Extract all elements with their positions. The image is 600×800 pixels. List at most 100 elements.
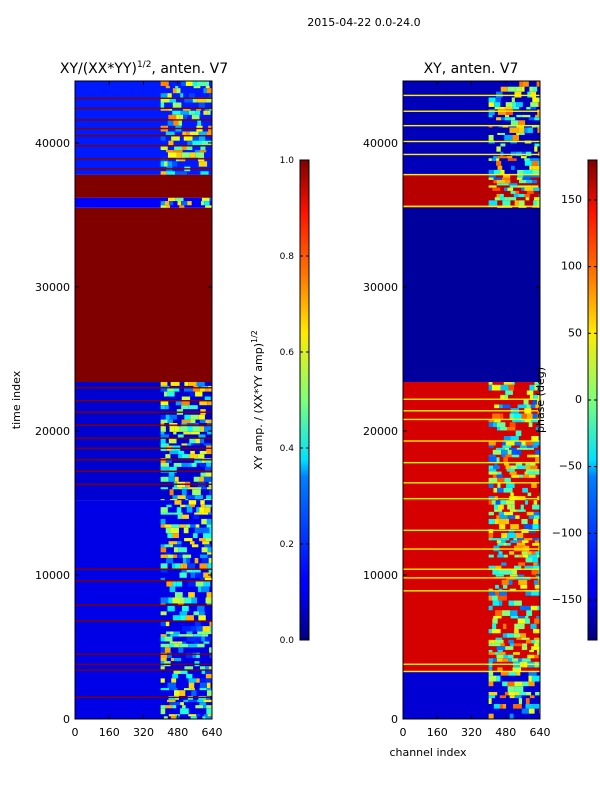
- heatmap-cell: [208, 666, 212, 670]
- heatmap-cell: [160, 102, 165, 109]
- heatmap-cell: [534, 146, 538, 152]
- heatmap-cell: [518, 200, 525, 206]
- heatmap-cell: [205, 205, 212, 208]
- heatmap-cell: [501, 579, 509, 585]
- heatmap-cell: [160, 636, 165, 642]
- heatmap-cell: [524, 419, 531, 423]
- heatmap-cell: [201, 636, 205, 642]
- heatmap-cell: [206, 495, 212, 500]
- heatmap-cell: [497, 419, 501, 423]
- heatmap-cell: [160, 157, 169, 162]
- heatmap-cell: [502, 177, 511, 180]
- heatmap-cell: [186, 631, 193, 635]
- heatmap-cell: [516, 465, 526, 470]
- heatmap-cell: [180, 708, 189, 715]
- heatmap-cell: [508, 671, 517, 676]
- heatmap-cell: [492, 413, 501, 420]
- heatmap-cell: [503, 542, 507, 546]
- heatmap-cell: [525, 615, 529, 619]
- heatmap-cell: [535, 574, 540, 577]
- heatmap-cell: [534, 117, 540, 121]
- heatmap-cell: [508, 183, 518, 186]
- heatmap-cell: [184, 666, 194, 670]
- heatmap-cell: [523, 524, 533, 530]
- heatmap-cell: [185, 81, 193, 86]
- heatmap-cell: [518, 615, 526, 619]
- heatmap-cell: [207, 603, 212, 606]
- heatmap-cell: [495, 500, 501, 505]
- heatmap-cell: [509, 127, 519, 133]
- heatmap-cell: [512, 652, 520, 655]
- heatmap-cell: [173, 631, 180, 635]
- ytick-label: 40000: [35, 137, 70, 150]
- heatmap-cell: [537, 538, 540, 541]
- heatmap-cell: [204, 577, 212, 582]
- heatmap-cell: [201, 458, 205, 463]
- heatmap-cell: [207, 547, 212, 553]
- heatmap-cell: [534, 540, 539, 543]
- heatmap-cell: [493, 504, 498, 510]
- heatmap-cell: [172, 102, 182, 109]
- heatmap-cell: [507, 654, 514, 659]
- heatmap-cell: [488, 134, 494, 141]
- heatmap-cell: [504, 691, 509, 696]
- heatmap-cell: [180, 171, 187, 175]
- heatmap-cell: [517, 169, 524, 175]
- heatmap-cell: [529, 86, 534, 92]
- heatmap-cell: [527, 91, 531, 98]
- heatmap-cell: [203, 533, 212, 539]
- heatmap-cell: [526, 404, 531, 409]
- heatmap-cell: [175, 563, 181, 569]
- heatmap-cell: [171, 135, 180, 141]
- heatmap-cell: [488, 511, 494, 516]
- heatmap-cell: [507, 686, 515, 692]
- heatmap-cell: [496, 515, 500, 519]
- heatmap-cell: [191, 544, 199, 548]
- heatmap-cell: [160, 145, 168, 151]
- heatmap-cell: [493, 169, 501, 175]
- heatmap-cell: [516, 637, 522, 640]
- heatmap-cell: [493, 177, 503, 180]
- heatmap-cell: [494, 197, 501, 201]
- heatmap-cell: [502, 441, 506, 446]
- heatmap-cell: [160, 705, 166, 709]
- heatmap-cell: [498, 551, 503, 555]
- heatmap-cell: [531, 185, 539, 188]
- heatmap-cell: [190, 431, 200, 435]
- heatmap-cell: [510, 540, 519, 543]
- heatmap-cell: [200, 145, 206, 151]
- heatmap-row-stripe: [75, 620, 212, 622]
- heatmap-cell: [171, 563, 176, 569]
- heatmap-cell: [488, 97, 496, 103]
- heatmap-cell: [194, 458, 202, 463]
- heatmap-cell: [517, 618, 526, 624]
- heatmap-cell: [521, 114, 531, 118]
- heatmap-cell: [493, 615, 502, 619]
- heatmap-cell: [177, 541, 182, 545]
- heatmap-cell: [502, 610, 511, 616]
- heatmap-cell: [507, 449, 512, 455]
- heatmap-cell: [531, 160, 539, 166]
- heatmap-cell: [205, 472, 212, 477]
- heatmap-cell: [200, 171, 209, 175]
- heatmap-row-stripe: [403, 140, 540, 143]
- heatmap-cell: [488, 102, 495, 107]
- heatmap-cell: [509, 422, 516, 428]
- heatmap-cell: [497, 487, 504, 493]
- heatmap-cell: [173, 119, 179, 126]
- heatmap-cell: [514, 681, 523, 687]
- heatmap-cell: [535, 588, 540, 592]
- heatmap-cell: [199, 611, 205, 616]
- heatmap-cell: [185, 499, 189, 501]
- heatmap-cell: [191, 690, 197, 696]
- heatmap-cell: [209, 93, 212, 98]
- colorbar-tick-label: 1.0: [280, 156, 295, 166]
- heatmap-cell: [188, 682, 195, 689]
- heatmap-cell: [502, 658, 509, 662]
- heatmap-cell: [160, 93, 168, 98]
- heatmap-row-stripe: [75, 127, 212, 130]
- heatmap-cell: [507, 427, 516, 431]
- heatmap-cell: [496, 675, 501, 682]
- heatmap-cell: [488, 384, 492, 391]
- heatmap-cell: [499, 193, 504, 198]
